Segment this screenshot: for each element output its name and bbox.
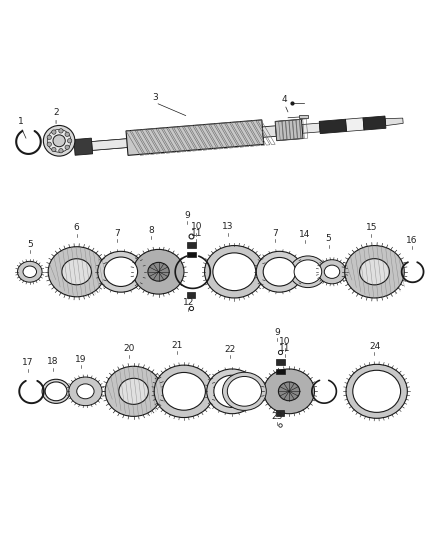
Bar — [187, 241, 196, 248]
Text: 9: 9 — [274, 328, 280, 336]
Ellipse shape — [264, 369, 314, 414]
Text: 19: 19 — [75, 355, 87, 364]
Polygon shape — [83, 139, 127, 151]
Text: 24: 24 — [369, 342, 380, 351]
Ellipse shape — [23, 266, 36, 278]
Polygon shape — [363, 116, 386, 130]
Bar — [276, 368, 285, 374]
Ellipse shape — [42, 379, 70, 403]
Polygon shape — [126, 120, 264, 155]
Ellipse shape — [345, 246, 404, 298]
Ellipse shape — [119, 378, 148, 405]
Ellipse shape — [47, 135, 51, 140]
Text: 6: 6 — [74, 223, 80, 232]
Polygon shape — [74, 138, 92, 155]
Ellipse shape — [346, 365, 407, 418]
Text: 18: 18 — [47, 357, 58, 366]
Polygon shape — [302, 123, 320, 133]
Ellipse shape — [279, 382, 300, 401]
Text: 5: 5 — [27, 240, 33, 249]
Text: 3: 3 — [152, 93, 159, 102]
Ellipse shape — [65, 145, 69, 149]
Ellipse shape — [154, 365, 214, 417]
Text: 7: 7 — [114, 229, 120, 238]
Text: 9: 9 — [184, 211, 191, 220]
Ellipse shape — [45, 382, 67, 401]
Ellipse shape — [65, 132, 69, 136]
Text: 20: 20 — [124, 344, 135, 353]
Ellipse shape — [318, 260, 346, 284]
Ellipse shape — [223, 372, 266, 410]
Ellipse shape — [148, 262, 169, 281]
Ellipse shape — [205, 246, 264, 298]
Polygon shape — [385, 118, 403, 126]
Ellipse shape — [214, 375, 251, 407]
Ellipse shape — [47, 130, 71, 152]
Polygon shape — [319, 119, 346, 134]
Ellipse shape — [360, 259, 389, 285]
Text: 7: 7 — [272, 229, 278, 238]
Bar — [276, 359, 285, 365]
Text: 23: 23 — [271, 411, 283, 421]
Polygon shape — [262, 126, 276, 138]
Bar — [299, 115, 308, 118]
Ellipse shape — [133, 249, 184, 294]
Ellipse shape — [162, 373, 205, 410]
Ellipse shape — [43, 125, 75, 156]
Ellipse shape — [263, 257, 296, 286]
Ellipse shape — [69, 377, 102, 406]
Ellipse shape — [59, 149, 63, 153]
Text: 17: 17 — [22, 358, 34, 367]
Text: 12: 12 — [183, 298, 194, 307]
Ellipse shape — [77, 384, 94, 399]
Ellipse shape — [62, 259, 92, 285]
Ellipse shape — [18, 261, 42, 282]
Ellipse shape — [227, 376, 261, 406]
Text: 16: 16 — [406, 236, 417, 245]
Bar — [187, 252, 196, 257]
Text: 4: 4 — [282, 94, 287, 103]
Bar — [276, 410, 284, 416]
Bar — [187, 292, 195, 298]
Ellipse shape — [59, 128, 63, 133]
Text: 2: 2 — [53, 108, 59, 117]
Ellipse shape — [67, 139, 72, 143]
Ellipse shape — [53, 135, 65, 147]
Text: 11: 11 — [279, 344, 290, 353]
Text: 1: 1 — [18, 117, 24, 126]
Text: 22: 22 — [224, 345, 235, 354]
Ellipse shape — [290, 256, 326, 288]
Text: 10: 10 — [191, 222, 202, 231]
Ellipse shape — [294, 260, 321, 284]
Ellipse shape — [256, 252, 303, 292]
Ellipse shape — [48, 247, 105, 297]
Text: 8: 8 — [148, 226, 154, 235]
Text: 11: 11 — [191, 229, 202, 238]
Ellipse shape — [324, 265, 340, 278]
Polygon shape — [92, 139, 132, 150]
Ellipse shape — [213, 253, 256, 290]
Text: 13: 13 — [222, 222, 233, 231]
Text: 21: 21 — [172, 341, 183, 350]
Ellipse shape — [98, 252, 144, 292]
Text: 15: 15 — [366, 223, 377, 232]
Ellipse shape — [104, 257, 138, 286]
Ellipse shape — [52, 130, 56, 134]
Ellipse shape — [105, 366, 162, 416]
Polygon shape — [346, 118, 364, 132]
Ellipse shape — [52, 147, 56, 152]
Polygon shape — [275, 119, 303, 141]
Text: 10: 10 — [279, 337, 290, 346]
Ellipse shape — [207, 369, 258, 414]
Text: 14: 14 — [299, 230, 311, 239]
Text: 5: 5 — [325, 235, 332, 243]
Ellipse shape — [47, 142, 51, 147]
Ellipse shape — [353, 370, 401, 413]
